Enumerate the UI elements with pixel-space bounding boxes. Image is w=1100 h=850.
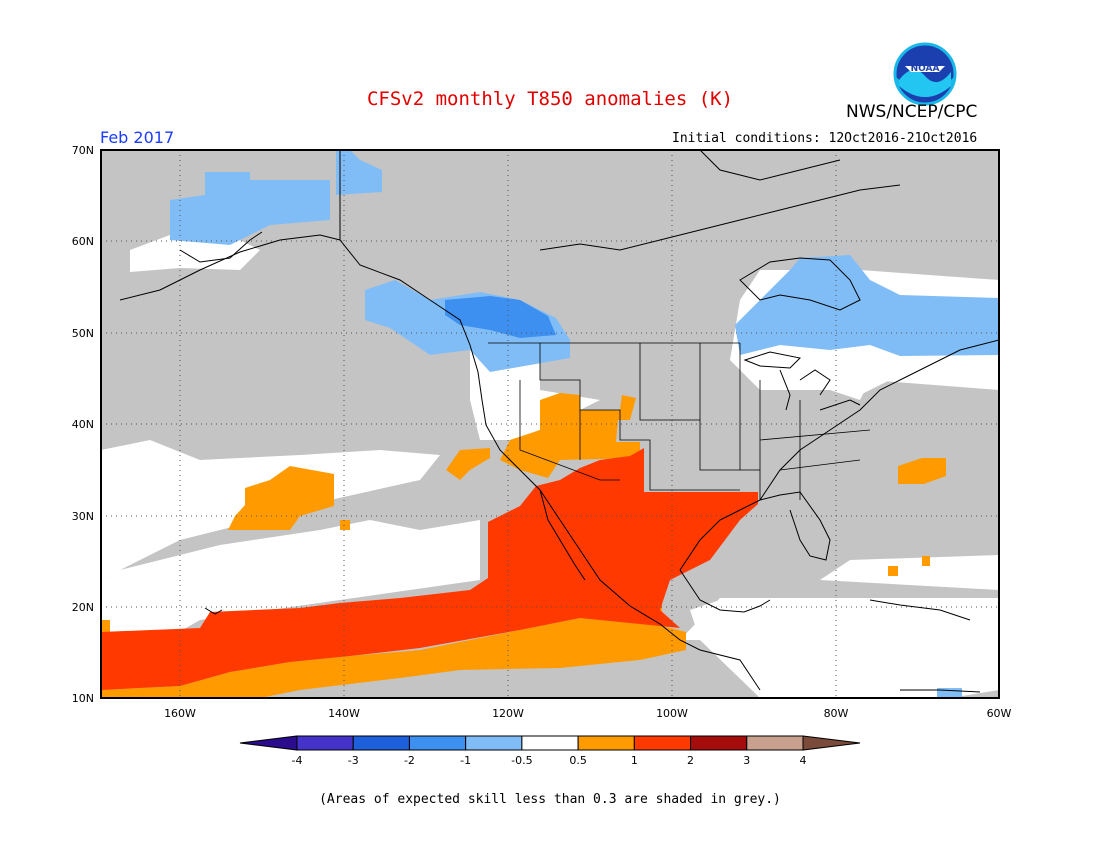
colorbar-bin — [521, 735, 579, 751]
lon-label: 60W — [987, 707, 1012, 720]
red-anomaly-regions — [101, 448, 758, 690]
lon-label: 120W — [492, 707, 524, 720]
state-boundaries — [488, 342, 871, 500]
colorbar-bin — [408, 735, 467, 751]
lat-label: 70N — [72, 144, 94, 157]
colorbar-bin — [633, 735, 692, 751]
agency-label: NWS/NCEP/CPC — [846, 102, 978, 122]
colorbar-tick-label: 3 — [743, 754, 750, 767]
colorbar-bin — [690, 735, 748, 751]
footnote: (Areas of expected skill less than 0.3 a… — [319, 792, 781, 807]
latitude-labels: 70N 60N 50N 40N 30N 20N 10N — [72, 144, 94, 705]
chart-title: CFSv2 monthly T850 anomalies (K) — [366, 88, 734, 110]
initial-conditions: Initial conditions: 12Oct2016-21Oct2016 — [672, 131, 978, 146]
noaa-logo: NOAA — [893, 42, 957, 106]
lon-label: 140W — [328, 707, 360, 720]
lat-label: 40N — [72, 418, 94, 431]
colorbar-tick-label: -4 — [292, 754, 303, 767]
colorbar-bin — [802, 735, 861, 751]
colorbar-labels: -4 -3 -2 -1 -0.5 0.5 1 2 3 4 — [292, 754, 807, 767]
map-frame — [100, 149, 1000, 699]
lat-label: 10N — [72, 692, 94, 705]
colorbar-tick-label: -2 — [404, 754, 415, 767]
colorbar-tick-label: 0.5 — [569, 754, 587, 767]
logo-text: NOAA — [911, 64, 940, 74]
longitude-labels: 160W 140W 120W 100W 80W 60W — [164, 707, 1011, 720]
colorbar-bins — [239, 735, 861, 751]
lat-label: 60N — [72, 235, 94, 248]
mid-blue-anomaly-regions — [445, 296, 556, 338]
colorbar-bin — [746, 735, 804, 751]
forecast-month: Feb 2017 — [100, 128, 175, 147]
colorbar-bin — [296, 735, 354, 751]
colorbar-bin — [239, 735, 298, 751]
colorbar-bin — [352, 735, 410, 751]
colorbar-tick-label: -1 — [460, 754, 471, 767]
colorbar-tick-label: 1 — [631, 754, 638, 767]
lon-label: 80W — [824, 707, 849, 720]
colorbar-bin — [577, 735, 635, 751]
orange-anomaly-regions — [101, 393, 946, 698]
lon-label: 160W — [164, 707, 196, 720]
lat-label: 30N — [72, 510, 94, 523]
lat-label: 20N — [72, 601, 94, 614]
lon-label: 100W — [656, 707, 688, 720]
colorbar-tick-label: 2 — [687, 754, 694, 767]
colorbar-bin — [465, 735, 523, 751]
colorbar-tick-label: 4 — [800, 754, 807, 767]
lat-label: 50N — [72, 327, 94, 340]
great-lakes — [743, 351, 861, 411]
colorbar-tick-label: -3 — [348, 754, 359, 767]
colorbar-tick-label: -0.5 — [511, 754, 532, 767]
